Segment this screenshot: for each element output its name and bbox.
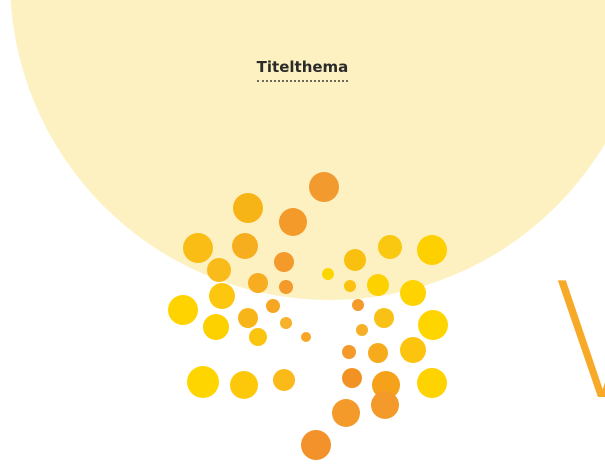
headline-fragment: V: [553, 262, 605, 422]
dot: [168, 295, 198, 325]
dot: [344, 249, 366, 271]
dot: [400, 337, 426, 363]
dot: [342, 368, 362, 388]
dot: [183, 233, 213, 263]
stage: Titelthema V: [0, 0, 605, 472]
dot: [342, 345, 356, 359]
dot: [371, 391, 399, 419]
section-label-wrap: Titelthema: [0, 58, 605, 82]
dot: [418, 310, 448, 340]
dot: [203, 314, 229, 340]
dot: [378, 235, 402, 259]
section-label: Titelthema: [257, 58, 349, 82]
dot: [274, 252, 294, 272]
background-circle: [10, 0, 605, 300]
dot: [417, 368, 447, 398]
dot: [233, 193, 263, 223]
dot: [368, 343, 388, 363]
dot: [352, 299, 364, 311]
dot: [209, 283, 235, 309]
dot: [248, 273, 268, 293]
dot: [332, 399, 360, 427]
dot: [322, 268, 334, 280]
dot: [309, 172, 339, 202]
dot: [238, 308, 258, 328]
dot: [273, 369, 295, 391]
dot: [400, 280, 426, 306]
dot: [356, 324, 368, 336]
dot: [230, 371, 258, 399]
dot: [232, 233, 258, 259]
dot: [280, 317, 292, 329]
dot: [249, 328, 267, 346]
dot: [367, 274, 389, 296]
page: {"section_label": "Titelthema", "headlin…: [0, 0, 605, 472]
dot: [207, 258, 231, 282]
dot: [344, 280, 356, 292]
dot: [266, 299, 280, 313]
dot: [301, 430, 331, 460]
dot: [279, 208, 307, 236]
dot: [417, 235, 447, 265]
dot: [301, 332, 311, 342]
dot: [187, 366, 219, 398]
dot: [279, 280, 293, 294]
dot: [374, 308, 394, 328]
